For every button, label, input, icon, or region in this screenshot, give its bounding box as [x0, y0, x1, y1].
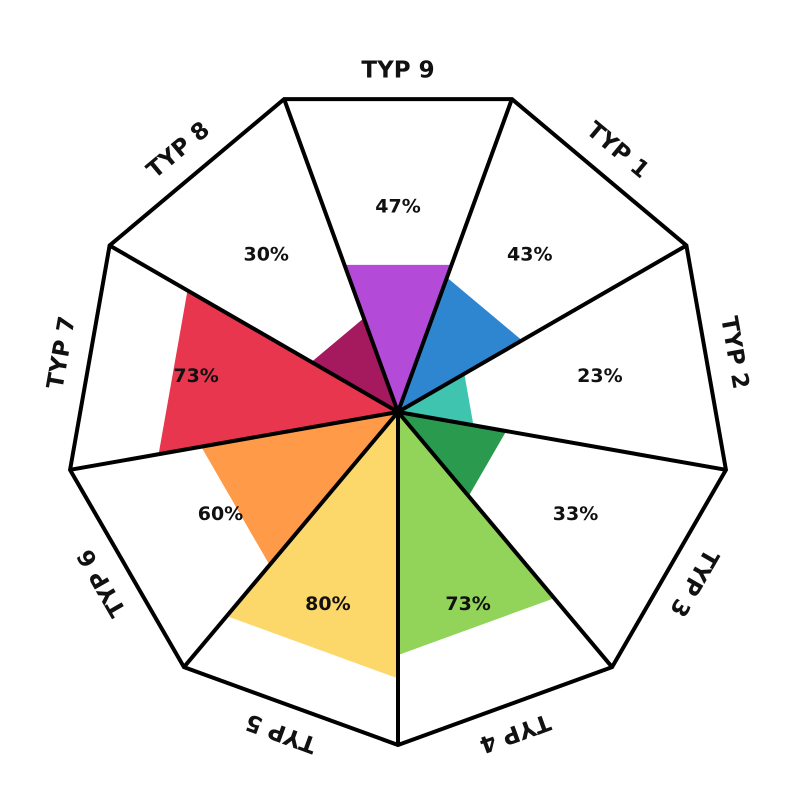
divider [397, 410, 727, 472]
wedge-fill [398, 277, 523, 412]
value-label: 60% [198, 503, 243, 525]
wedge-fill [398, 412, 555, 656]
wedge-fill [398, 373, 474, 426]
category-label: TYP 4 [476, 708, 554, 757]
category-label: TYP 7 [43, 314, 81, 391]
divider [182, 410, 400, 669]
value-label: 23% [577, 365, 622, 387]
value-label: 33% [553, 503, 598, 525]
category-label: TYP 6 [73, 545, 132, 621]
divider [69, 410, 399, 472]
value-label: 30% [243, 243, 288, 265]
divider [282, 98, 400, 413]
value-label: 80% [305, 593, 350, 615]
wedge-fill [226, 412, 398, 679]
category-label: TYP 5 [242, 708, 320, 757]
category-label: TYP 2 [715, 314, 753, 391]
value-label: 43% [507, 243, 552, 265]
outline [67, 97, 729, 748]
wedge-fill [344, 264, 452, 412]
category-label: TYP 3 [664, 545, 723, 621]
category-label: TYP 8 [142, 117, 215, 184]
category-label: TYP 1 [581, 117, 654, 184]
wedge-fill [201, 412, 398, 566]
wedge-fill [311, 318, 398, 412]
value-label: 73% [445, 593, 490, 615]
divider [397, 243, 688, 414]
divider [396, 410, 614, 669]
category-label: TYP 9 [361, 58, 434, 84]
value-label: 47% [375, 196, 420, 218]
value-label: 73% [173, 365, 218, 387]
wedge-fill [398, 412, 507, 497]
wedge-fill [158, 290, 398, 455]
divider [396, 98, 514, 413]
divider [108, 243, 400, 414]
